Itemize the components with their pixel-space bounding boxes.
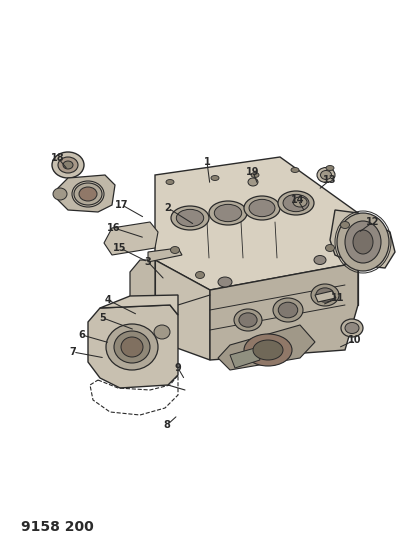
Ellipse shape (314, 255, 326, 264)
Polygon shape (210, 213, 358, 360)
Ellipse shape (211, 175, 219, 181)
Ellipse shape (345, 322, 359, 334)
Text: 7: 7 (69, 347, 76, 357)
Ellipse shape (244, 334, 292, 366)
Ellipse shape (239, 313, 257, 327)
Text: 15: 15 (113, 243, 127, 253)
Ellipse shape (278, 191, 314, 215)
Text: 12: 12 (366, 217, 380, 227)
Ellipse shape (345, 221, 381, 263)
Ellipse shape (209, 201, 247, 225)
Ellipse shape (63, 161, 73, 169)
Text: 2: 2 (165, 203, 171, 213)
Polygon shape (218, 325, 315, 370)
Polygon shape (155, 157, 358, 290)
Ellipse shape (196, 271, 205, 279)
Text: 10: 10 (348, 335, 362, 345)
Ellipse shape (244, 196, 280, 220)
Text: 14: 14 (291, 195, 305, 205)
Ellipse shape (291, 167, 299, 173)
Text: 13: 13 (323, 175, 337, 185)
Polygon shape (100, 295, 178, 315)
Text: 6: 6 (79, 330, 85, 340)
Ellipse shape (154, 325, 170, 339)
Text: 19: 19 (246, 167, 260, 177)
Polygon shape (230, 348, 260, 368)
Ellipse shape (293, 197, 307, 207)
Ellipse shape (74, 183, 102, 205)
Polygon shape (315, 291, 336, 302)
Polygon shape (104, 222, 158, 255)
Text: 17: 17 (115, 200, 129, 210)
Ellipse shape (114, 331, 150, 363)
Ellipse shape (337, 213, 389, 271)
Polygon shape (155, 260, 210, 360)
Ellipse shape (317, 167, 335, 182)
Ellipse shape (311, 284, 339, 306)
Ellipse shape (249, 199, 275, 216)
Ellipse shape (326, 166, 334, 171)
Text: 1: 1 (203, 157, 210, 167)
Ellipse shape (273, 298, 303, 322)
Text: 4: 4 (105, 295, 111, 305)
Text: 11: 11 (331, 293, 345, 303)
Ellipse shape (278, 302, 298, 318)
Ellipse shape (121, 337, 143, 357)
Ellipse shape (341, 319, 363, 337)
Ellipse shape (166, 180, 174, 184)
Ellipse shape (58, 157, 78, 173)
Text: 8: 8 (164, 420, 171, 430)
Ellipse shape (340, 222, 349, 229)
Ellipse shape (326, 245, 335, 252)
Ellipse shape (283, 195, 309, 212)
Ellipse shape (253, 340, 283, 360)
Polygon shape (130, 260, 155, 340)
Ellipse shape (214, 204, 242, 222)
Text: 16: 16 (107, 223, 121, 233)
Ellipse shape (171, 206, 209, 230)
Ellipse shape (176, 209, 204, 227)
Ellipse shape (53, 188, 67, 200)
Text: 18: 18 (51, 153, 65, 163)
Text: 5: 5 (99, 313, 106, 323)
Ellipse shape (251, 173, 259, 177)
Ellipse shape (79, 187, 97, 201)
Ellipse shape (248, 178, 258, 186)
Ellipse shape (234, 309, 262, 331)
Ellipse shape (353, 230, 373, 254)
Ellipse shape (321, 171, 332, 180)
Ellipse shape (52, 152, 84, 178)
Ellipse shape (171, 246, 180, 254)
Text: 3: 3 (145, 257, 151, 267)
Polygon shape (58, 175, 115, 212)
Ellipse shape (106, 324, 158, 370)
Ellipse shape (316, 288, 334, 302)
Ellipse shape (218, 277, 232, 287)
Polygon shape (88, 305, 178, 388)
Text: 9158 200: 9158 200 (21, 520, 93, 533)
Polygon shape (330, 210, 395, 268)
Text: 9: 9 (175, 363, 181, 373)
Polygon shape (148, 248, 182, 262)
